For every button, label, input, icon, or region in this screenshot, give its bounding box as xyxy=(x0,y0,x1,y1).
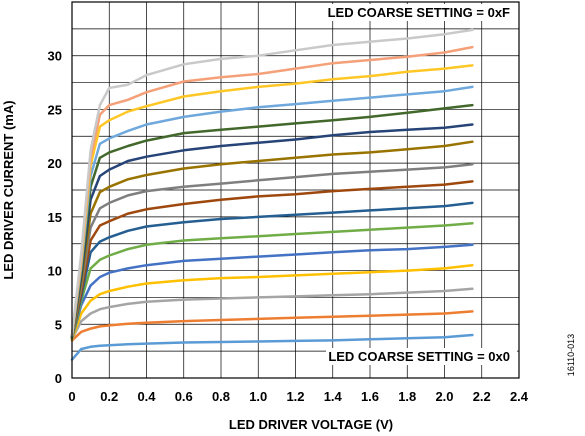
series-layer xyxy=(70,28,474,361)
series-line-1 xyxy=(70,310,474,342)
x-tick-label: 1.8 xyxy=(398,389,416,404)
series-line-14 xyxy=(70,45,474,337)
y-tick-label: 15 xyxy=(48,210,62,225)
x-tick-label: 2.4 xyxy=(510,389,529,404)
series-line-7 xyxy=(70,180,474,339)
series-line-4 xyxy=(70,243,474,340)
series-line-15 xyxy=(70,28,474,337)
x-tick-label: 2.2 xyxy=(473,389,491,404)
plot-frame xyxy=(71,1,520,379)
y-tick-labels: 0 5 10 15 20 25 30 xyxy=(48,49,62,386)
bottom-annotation-bg xyxy=(326,348,517,365)
x-tick-label: 0 xyxy=(68,389,75,404)
series-line-13 xyxy=(70,64,474,337)
x-tick-label: 2.0 xyxy=(435,389,453,404)
y-tick-label: 10 xyxy=(48,264,62,279)
x-tick-label: 1.2 xyxy=(286,389,304,404)
x-tick-label: 0.8 xyxy=(212,389,230,404)
y-tick-label: 5 xyxy=(55,317,62,332)
x-tick-labels: 0 0.2 0.4 0.6 0.8 1.0 1.2 1.4 1.6 1.8 2.0 2.2 2.4 xyxy=(68,389,528,404)
series-line-11 xyxy=(70,103,474,338)
x-tick-label: 1.0 xyxy=(249,389,267,404)
series-line-2 xyxy=(70,287,474,341)
series-line-3 xyxy=(70,263,474,341)
series-line-0 xyxy=(70,333,474,361)
bottom-annotation: LED COARSE SETTING = 0x0 xyxy=(328,349,510,364)
x-tick-label: 0.4 xyxy=(137,389,156,404)
x-tick-label: 1.4 xyxy=(324,389,343,404)
x-tick-label: 0.6 xyxy=(175,389,193,404)
y-tick-label: 30 xyxy=(48,49,62,64)
series-line-5 xyxy=(70,222,474,340)
top-annotation-bg xyxy=(326,4,517,21)
series-line-10 xyxy=(70,123,474,338)
grid-lines xyxy=(71,1,520,379)
y-tick-label: 25 xyxy=(48,102,62,117)
series-line-8 xyxy=(70,162,474,339)
series-line-9 xyxy=(70,140,474,339)
series-line-12 xyxy=(70,85,474,338)
x-tick-label: 0.2 xyxy=(100,389,118,404)
figure-id: 16110-013 xyxy=(566,334,576,376)
y-tick-label: 20 xyxy=(48,156,62,171)
x-axis-label: LED DRIVER VOLTAGE (V) xyxy=(229,417,393,432)
series-line-6 xyxy=(70,201,474,339)
top-annotation: LED COARSE SETTING = 0xF xyxy=(328,5,510,20)
x-tick-label: 1.6 xyxy=(361,389,379,404)
y-tick-label: 0 xyxy=(55,371,62,386)
y-axis-label: LED DRIVER CURRENT (mA) xyxy=(1,100,16,279)
